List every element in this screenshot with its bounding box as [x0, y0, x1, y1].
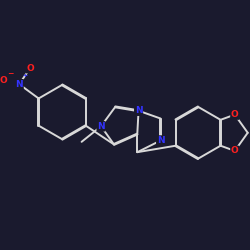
Text: O: O: [231, 110, 239, 119]
Text: O: O: [26, 64, 34, 73]
Text: N: N: [16, 80, 23, 89]
Text: −: −: [7, 69, 14, 78]
Text: N: N: [97, 122, 105, 131]
Text: +: +: [22, 74, 28, 78]
Text: O: O: [231, 146, 239, 156]
Text: O: O: [0, 76, 7, 85]
Text: N: N: [135, 106, 142, 115]
Text: N: N: [157, 136, 164, 145]
